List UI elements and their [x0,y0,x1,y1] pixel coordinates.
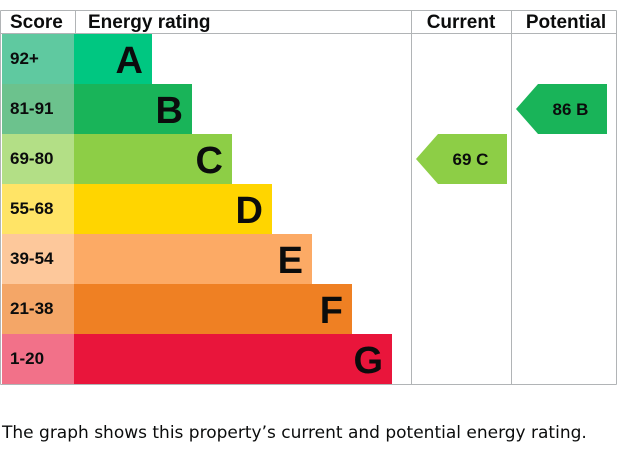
score-range-b: 81-91 [10,99,53,118]
score-cell-d [2,184,74,234]
score-range-a: 92+ [10,49,39,68]
band-bar-e [74,234,312,284]
band-letter-b: B [156,90,183,132]
band-bar-g [74,334,392,384]
band-letter-d: D [236,190,263,232]
current-arrow [416,134,507,184]
band-bar-b [74,84,192,134]
header-score: Score [10,12,63,33]
band-letter-f: F [320,290,343,332]
header-energy-rating: Energy rating [88,12,210,33]
score-cell-b [2,84,74,134]
score-cell-g [2,334,74,384]
score-range-c: 69-80 [10,149,53,168]
score-cell-a [2,34,74,84]
score-range-g: 1-20 [10,349,44,368]
score-cell-c [2,134,74,184]
epc-chart: Score Energy rating Current Potential 92… [0,10,617,385]
band-letter-a: A [116,40,143,82]
band-letter-g: G [353,340,383,382]
potential-arrow [516,84,607,134]
chart-grid [0,10,617,385]
chart-caption: The graph shows this property’s current … [2,423,587,443]
band-letter-c: C [196,140,223,182]
header-potential: Potential [526,12,606,33]
current-rating-label: 69 C [453,150,489,169]
rating-arrows: 69 C 86 B [416,84,607,184]
score-range-f: 21-38 [10,299,53,318]
score-cell-f [2,284,74,334]
score-cell-e [2,234,74,284]
score-range-e: 39-54 [10,249,54,268]
band-bar-d [74,184,272,234]
potential-rating-label: 86 B [553,100,589,119]
rating-bands: 92+ A 81-91 B 69-80 C 55-68 D 39-54 E 21-38 F 1-20 G [2,34,392,384]
band-bar-f [74,284,352,334]
band-bar-a [74,34,152,84]
band-bar-c [74,134,232,184]
score-range-d: 55-68 [10,199,53,218]
header-current: Current [427,12,496,33]
band-letter-e: E [278,240,303,282]
